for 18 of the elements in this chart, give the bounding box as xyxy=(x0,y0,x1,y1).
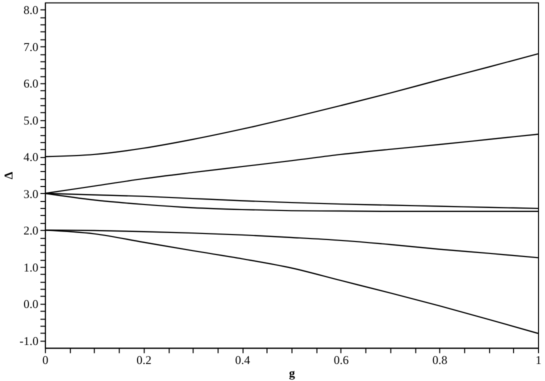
y-tick-label: 5.0 xyxy=(23,113,38,128)
x-tick-label: 0.6 xyxy=(334,353,349,368)
y-tick-label: 1.0 xyxy=(23,260,38,274)
x-tick-label: 0.8 xyxy=(432,353,448,368)
y-tick-label: -1.0 xyxy=(19,334,38,348)
x-axis-title: g xyxy=(288,366,295,380)
y-tick-label: 2.0 xyxy=(23,224,38,238)
y-tick-label: 3.0 xyxy=(23,186,38,201)
y-tick-label: 7.0 xyxy=(23,40,38,54)
y-tick-label: 8.0 xyxy=(23,3,38,18)
x-tick-label: 0.4 xyxy=(235,353,250,368)
y-axis-title: Δ xyxy=(1,171,16,180)
x-tick-label: 0.2 xyxy=(136,353,152,368)
y-tick-label: 6.0 xyxy=(23,76,38,91)
x-tick-label: 1 xyxy=(536,353,542,368)
x-tick-label: 0 xyxy=(42,353,48,368)
y-tick-label: 0.0 xyxy=(23,297,38,312)
y-tick-label: 4.0 xyxy=(23,150,38,164)
